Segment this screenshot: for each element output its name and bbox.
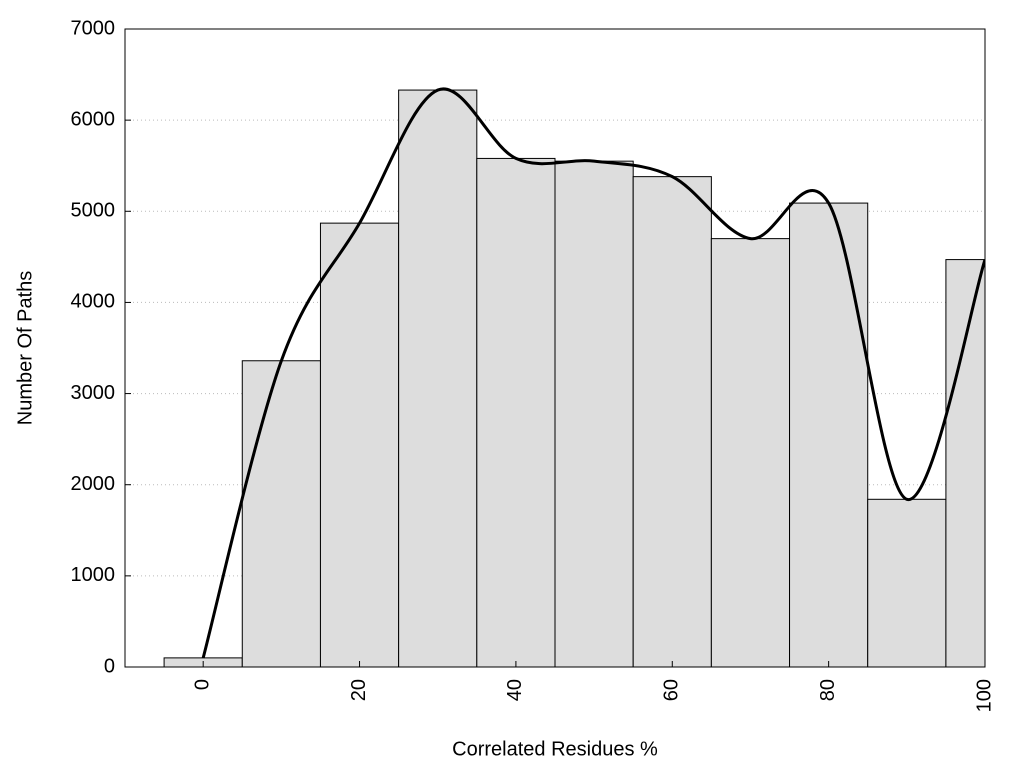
bar xyxy=(789,202,869,667)
lines xyxy=(201,87,985,659)
line xyxy=(201,87,985,659)
bar xyxy=(476,157,556,667)
bar xyxy=(867,498,947,667)
x-axis-label: Correlated Residues % xyxy=(452,738,658,760)
y-tick-label: 5000 xyxy=(71,200,116,222)
bar xyxy=(632,176,712,667)
x-tick-label: 80 xyxy=(817,679,839,701)
bar xyxy=(398,89,478,667)
y-tick-label: 3000 xyxy=(71,382,116,404)
y-tick-label: 6000 xyxy=(71,108,116,130)
bar xyxy=(241,360,321,667)
bar xyxy=(554,160,634,667)
y-tick-label: 1000 xyxy=(71,564,116,586)
bar xyxy=(945,259,985,667)
y-tick-label: 4000 xyxy=(71,291,116,313)
x-tick-label: 0 xyxy=(191,679,213,690)
bars xyxy=(163,89,985,667)
x-tick-label: 60 xyxy=(661,679,683,701)
plot-frame xyxy=(124,28,986,668)
y-axis-label: Number Of Paths xyxy=(14,271,36,426)
x-tick-label: 40 xyxy=(504,679,526,701)
x-tick-label: 20 xyxy=(348,679,370,701)
axes: 0 1000 2000 3000 4000 5000 6000 7000 0 20 40 60 80 10… xyxy=(71,17,996,712)
y-tick-label: 0 xyxy=(104,655,115,677)
y-tick-label: 2000 xyxy=(71,473,116,495)
y-tick-label: 7000 xyxy=(71,17,116,39)
bar xyxy=(319,222,400,667)
x-tick-label: 100 xyxy=(973,679,995,712)
bar xyxy=(710,238,791,667)
